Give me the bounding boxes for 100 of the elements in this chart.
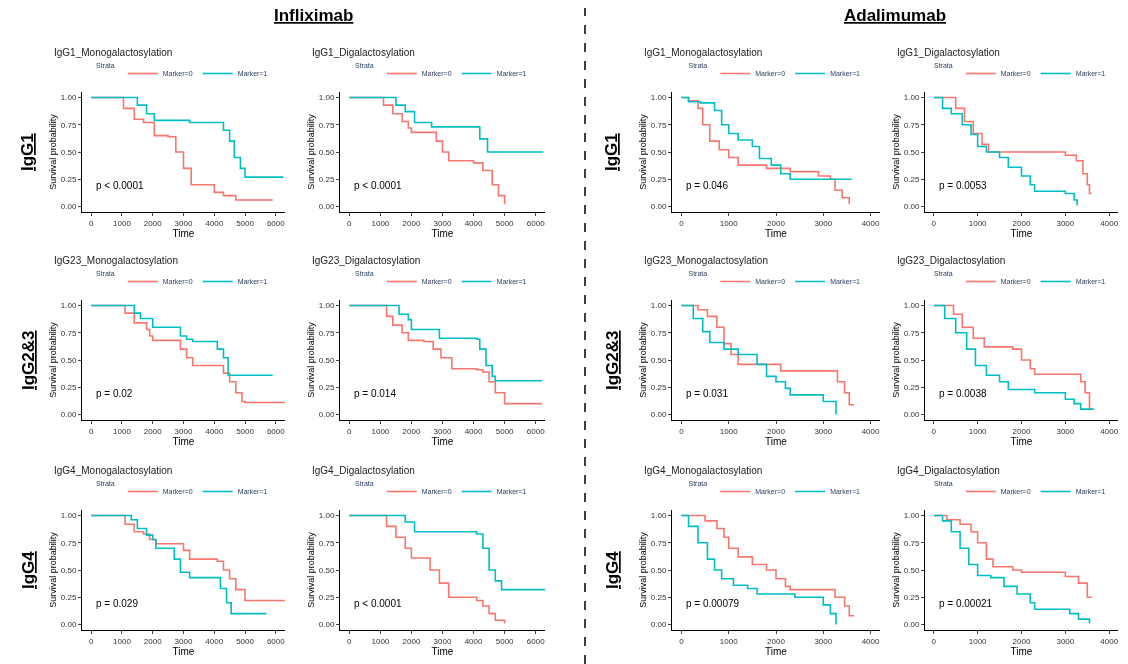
x-tick-label: 5000: [236, 218, 255, 228]
y-axis-title: Survival probability: [48, 531, 59, 608]
y-tick-label: 0.50: [60, 147, 77, 157]
x-tick-label: 6000: [266, 636, 286, 646]
x-tick-label: 3000: [814, 426, 833, 436]
text: IgG1: [602, 133, 621, 171]
y-tick-label: 0.00: [650, 620, 667, 630]
y-axis-title: Survival probability: [48, 321, 59, 398]
y-tick-label: 1.00: [318, 511, 335, 521]
x-tick-label: 4000: [205, 218, 224, 228]
y-tick-label: 0.25: [650, 593, 667, 603]
y-tick-label: 0.00: [650, 202, 667, 212]
text: IgG4: [603, 550, 622, 589]
annotation: p < 0.0001: [354, 180, 402, 191]
y-tick-label: 0.25: [903, 593, 920, 603]
x-tick-label: 4000: [1100, 426, 1119, 436]
x-axis-title: Time: [765, 645, 788, 657]
y-tick-label: 0.50: [60, 355, 77, 365]
x-tick-label: 6000: [526, 636, 546, 646]
x-axis-title: Time: [765, 227, 788, 239]
x-tick-label: 3000: [433, 426, 452, 436]
y-tick-label: 0.25: [650, 175, 667, 185]
y-tick-label: 0.00: [318, 410, 335, 420]
x-tick-label: 4000: [1100, 636, 1119, 646]
x-tick-label: 4000: [464, 426, 484, 436]
x-tick-label: 3000: [174, 426, 193, 436]
x-tick-label: 0: [931, 218, 937, 228]
x-tick-label: 0: [679, 636, 685, 646]
y-axis-title: Survival probability: [891, 113, 902, 190]
x-axis-title: Time: [1010, 227, 1033, 239]
y-tick-label: 0.00: [650, 410, 667, 420]
y-tick-label: 1.00: [650, 301, 667, 311]
annotation: p = 0.0053: [939, 180, 987, 191]
x-tick-label: 3000: [433, 636, 452, 646]
x-tick-label: 2000: [767, 426, 786, 436]
x-axis-title: Time: [765, 435, 788, 447]
y-axis-title: Survival probability: [891, 321, 902, 398]
y-tick-label: 0.00: [318, 620, 335, 630]
x-tick-label: 4000: [861, 636, 880, 646]
x-axis-title: Time: [431, 227, 454, 239]
y-tick-label: 0.75: [60, 120, 77, 130]
x-tick-label: 1000: [113, 636, 132, 646]
x-tick-label: 4000: [205, 426, 224, 436]
x-tick-label: 3000: [174, 218, 193, 228]
y-tick-label: 1.00: [318, 301, 335, 311]
y-tick-label: 1.00: [903, 511, 920, 521]
chart-title: IgG23_Digalactosylation: [897, 255, 1006, 266]
x-tick-label: 0: [89, 426, 94, 436]
y-axis-title: Survival probability: [891, 531, 902, 608]
chart-title: IgG1_Monogalactosylation: [54, 47, 173, 58]
chart-title: IgG23_Digalactosylation: [312, 255, 421, 266]
y-tick-label: 1.00: [318, 93, 335, 103]
y-axis-title: Survival probability: [48, 113, 59, 190]
y-tick-label: 0.50: [650, 147, 667, 157]
y-tick-label: 1.00: [650, 93, 667, 103]
chart-title: IgG23_Monogalactosylation: [644, 255, 768, 266]
x-tick-label: 4000: [205, 636, 224, 646]
annotation: p = 0.00079: [686, 598, 740, 609]
x-tick-label: 3000: [1056, 218, 1075, 228]
text: Infliximab: [274, 6, 354, 25]
x-tick-label: 6000: [526, 426, 546, 436]
x-tick-label: 2000: [402, 426, 421, 436]
x-tick-label: 2000: [143, 426, 163, 436]
annotation: p = 0.014: [354, 388, 397, 399]
y-tick-label: 0.25: [318, 175, 335, 185]
y-tick-label: 0.25: [903, 175, 920, 185]
chart-title: IgG4_Digalactosylation: [312, 465, 415, 476]
x-tick-label: 0: [89, 636, 94, 646]
y-tick-label: 0.25: [60, 175, 77, 185]
annotation: p = 0.00021: [939, 598, 993, 609]
y-tick-label: 0.00: [60, 410, 77, 420]
x-tick-label: 2000: [767, 218, 786, 228]
y-axis-title: Survival probability: [306, 321, 317, 398]
annotation: p < 0.0001: [354, 598, 402, 609]
x-tick-label: 0: [89, 218, 94, 228]
x-tick-label: 1000: [371, 426, 390, 436]
y-tick-label: 0.25: [60, 593, 77, 603]
x-tick-label: 2000: [402, 636, 421, 646]
x-tick-label: 3000: [1056, 636, 1075, 646]
chart-title: IgG4_Digalactosylation: [897, 465, 1000, 476]
x-tick-label: 4000: [861, 426, 880, 436]
y-tick-label: 0.50: [650, 355, 667, 365]
x-tick-label: 3000: [174, 636, 193, 646]
x-tick-label: 3000: [1056, 426, 1075, 436]
x-tick-label: 2000: [767, 636, 786, 646]
x-tick-label: 1000: [113, 218, 132, 228]
x-tick-label: 2000: [143, 218, 163, 228]
chart-title: IgG4_Monogalactosylation: [54, 465, 173, 476]
y-tick-label: 0.00: [903, 202, 920, 212]
y-tick-label: 0.50: [650, 565, 667, 575]
x-tick-label: 6000: [266, 218, 286, 228]
y-tick-label: 0.25: [903, 383, 920, 393]
x-tick-label: 4000: [464, 636, 484, 646]
y-tick-label: 0.75: [318, 328, 335, 338]
x-tick-label: 4000: [1100, 218, 1119, 228]
annotation: p = 0.0038: [939, 388, 987, 399]
y-tick-label: 0.50: [318, 147, 335, 157]
x-tick-label: 4000: [861, 218, 880, 228]
x-tick-label: 1000: [719, 218, 739, 228]
chart-title: IgG1_Digalactosylation: [312, 47, 415, 58]
